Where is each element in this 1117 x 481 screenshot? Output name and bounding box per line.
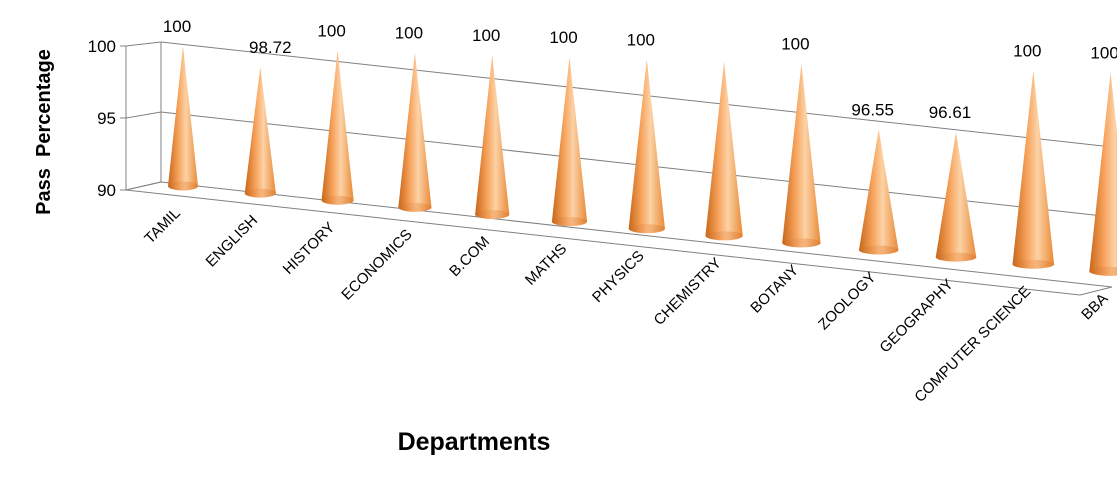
x-category-label: HISTORY [280,219,339,278]
gridline-depth [125,181,162,191]
cone-base [168,181,198,191]
cone-base [935,252,977,262]
cone-base [782,238,821,248]
data-label: 98.72 [249,38,292,57]
data-label: 100 [1013,41,1041,60]
data-label: 100 [163,17,191,36]
cone-physics [628,59,665,234]
cone-botany [782,63,821,248]
x-category-label: CHEMISTRY [651,255,725,329]
x-category-label: B.COM [446,233,493,280]
x-category-label: BBA [1078,290,1111,323]
floor-right-edge [1079,286,1113,296]
x-category-label: ENGLISH [203,212,262,271]
gridline-depth [125,41,162,47]
data-label: 100 [627,30,655,49]
cones [168,46,1117,276]
cone-base [244,188,276,198]
data-label: 96.61 [929,103,972,122]
x-axis-title: Departments [398,428,551,456]
data-labels: 100 98.72 100 100 100 100 100 100 96.55 96.61 100 1… [163,17,1117,122]
x-category-label: GEOGRAPHY [876,276,956,356]
gridline [160,181,1113,288]
x-category-label: ECONOMICS [338,226,415,303]
x-category-label: TAMIL [141,205,183,247]
floor-front-edge [125,189,1081,296]
cone-b-com [475,54,510,219]
cone-history [321,50,354,205]
cone-economics [398,52,432,212]
cone-maths [551,57,588,227]
x-category-label: MATHS [522,240,570,288]
x-category-label: BOTANY [747,262,802,317]
y-tick-label: 95 [97,109,116,128]
data-label: 100 [549,28,577,47]
cone-base [475,209,510,219]
cone-base [858,245,899,255]
cone-base [551,217,588,227]
cone-base [705,231,743,241]
cone-bba [1089,72,1117,276]
data-label: 100 [395,24,423,43]
x-category-label: PHYSICS [589,247,648,306]
y-tick-label: 100 [88,37,116,56]
gridline [160,41,1113,148]
cone-geography [935,132,977,262]
cone-base [1089,266,1117,276]
data-label: 100 [781,35,809,54]
data-label: 100 [472,26,500,45]
data-label: 96.55 [851,100,894,119]
cone-base [398,202,432,212]
cone-tamil [168,46,198,191]
cone-chemistry [705,61,743,241]
cone-zoology [858,129,899,255]
cone-computer-science [1012,70,1055,269]
cone-base [1012,259,1055,269]
y-tick-label: 90 [97,181,116,200]
y-axis-ticks: 90 95 100 [88,37,116,200]
cone-base [628,224,665,234]
y-axis-title: Pass Percentage [33,49,55,215]
cone-base [321,195,354,205]
data-label: 100 [317,21,345,40]
gridline-depth [125,111,162,119]
x-category-label: ZOOLOGY [815,269,879,333]
cone-english [244,66,276,198]
data-label: 100 [1090,44,1117,63]
gridlines [120,41,1113,288]
